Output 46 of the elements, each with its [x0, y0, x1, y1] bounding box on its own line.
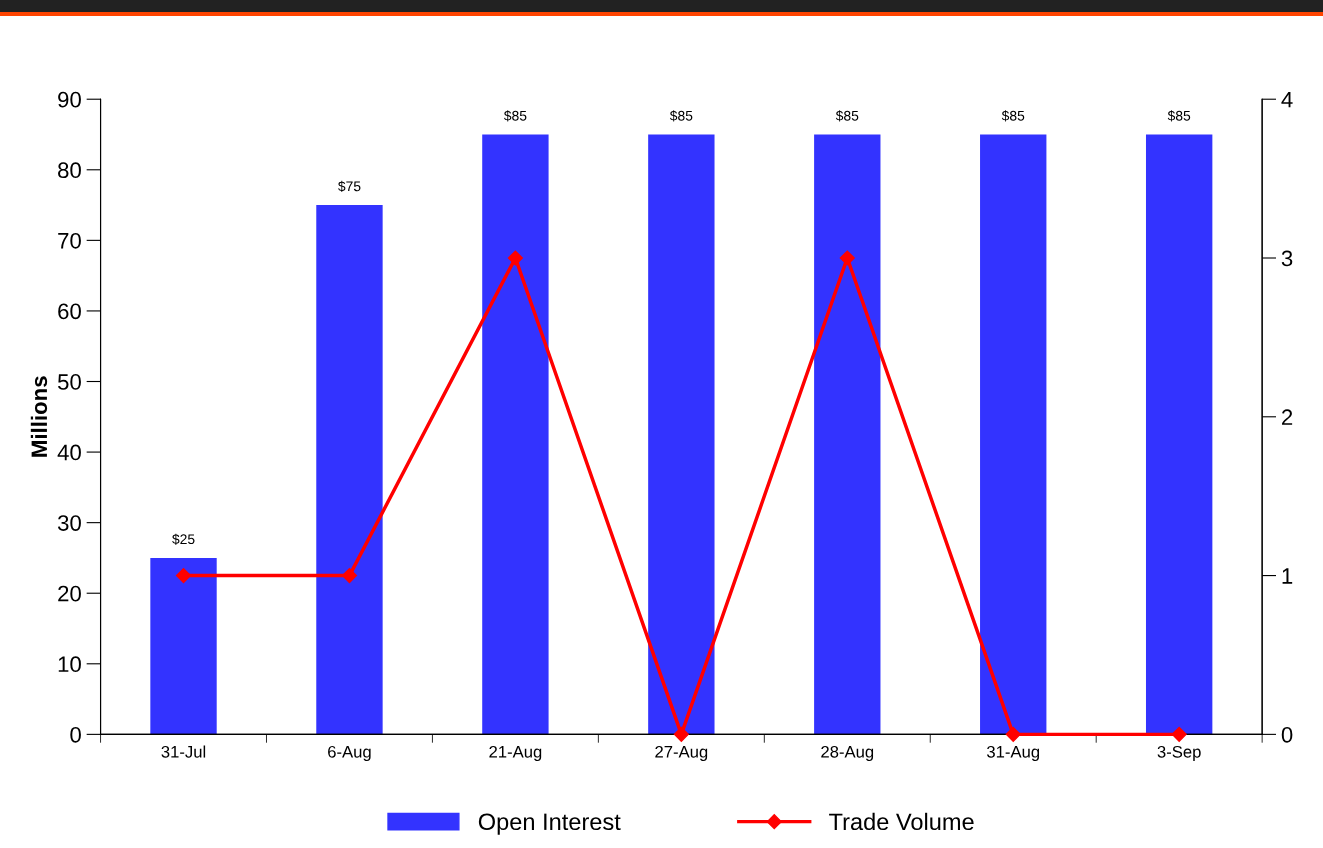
point: [1005, 726, 1021, 742]
data-label: $85: [669, 110, 693, 122]
data-label: $85: [503, 110, 527, 122]
point: [175, 568, 192, 584]
y-tick-label: 90: [58, 91, 81, 108]
y-tick-label: 80: [58, 162, 81, 179]
y2-tick-label: 1: [1282, 568, 1293, 584]
data-label: $25: [172, 533, 195, 545]
bar: [150, 557, 217, 735]
point: [341, 568, 358, 584]
y-tick-label: 10: [58, 656, 81, 673]
x-tick-label: 27-Aug: [655, 745, 708, 762]
point: [839, 250, 855, 266]
y-tick-label: 20: [58, 585, 81, 602]
x-tick-label: 3-Sep: [1157, 745, 1201, 762]
y-tick-label: 60: [58, 303, 81, 320]
y2-tick-label: 4: [1281, 91, 1293, 108]
y2-tick-label: 0: [1281, 726, 1293, 743]
x-tick-label: 6-Aug: [328, 745, 371, 762]
y2-tick-label: 3: [1281, 250, 1293, 267]
y-tick-label: 30: [57, 515, 81, 531]
legend-label: Open Interest: [478, 813, 621, 835]
data-label: $85: [835, 110, 859, 122]
data-label: $75: [338, 180, 361, 193]
bar: [648, 134, 715, 735]
y-tick-label: 70: [58, 232, 81, 249]
x-tick-label: 31-Aug: [986, 745, 1040, 762]
bar: [482, 134, 549, 735]
y-tick-label: 50: [57, 374, 81, 390]
y-tick-label: 40: [57, 444, 81, 461]
x-tick-label: 21-Aug: [489, 745, 542, 762]
y-axis-title: Millions: [30, 376, 48, 457]
bar: [1145, 134, 1213, 735]
y-tick-label: 0: [70, 726, 81, 743]
point: [673, 726, 689, 742]
bar: [316, 205, 383, 735]
data-label: $85: [1001, 110, 1025, 122]
x-tick-label: 31-Jul: [161, 745, 206, 758]
bar: [814, 134, 881, 735]
legend-label: Trade Volume: [829, 812, 974, 831]
point: [507, 250, 523, 266]
x-tick-label: 28-Aug: [821, 745, 874, 762]
data-label: $85: [1167, 110, 1191, 122]
y2-tick-label: 2: [1282, 409, 1293, 425]
bar: [980, 134, 1047, 735]
point: [1171, 726, 1187, 742]
